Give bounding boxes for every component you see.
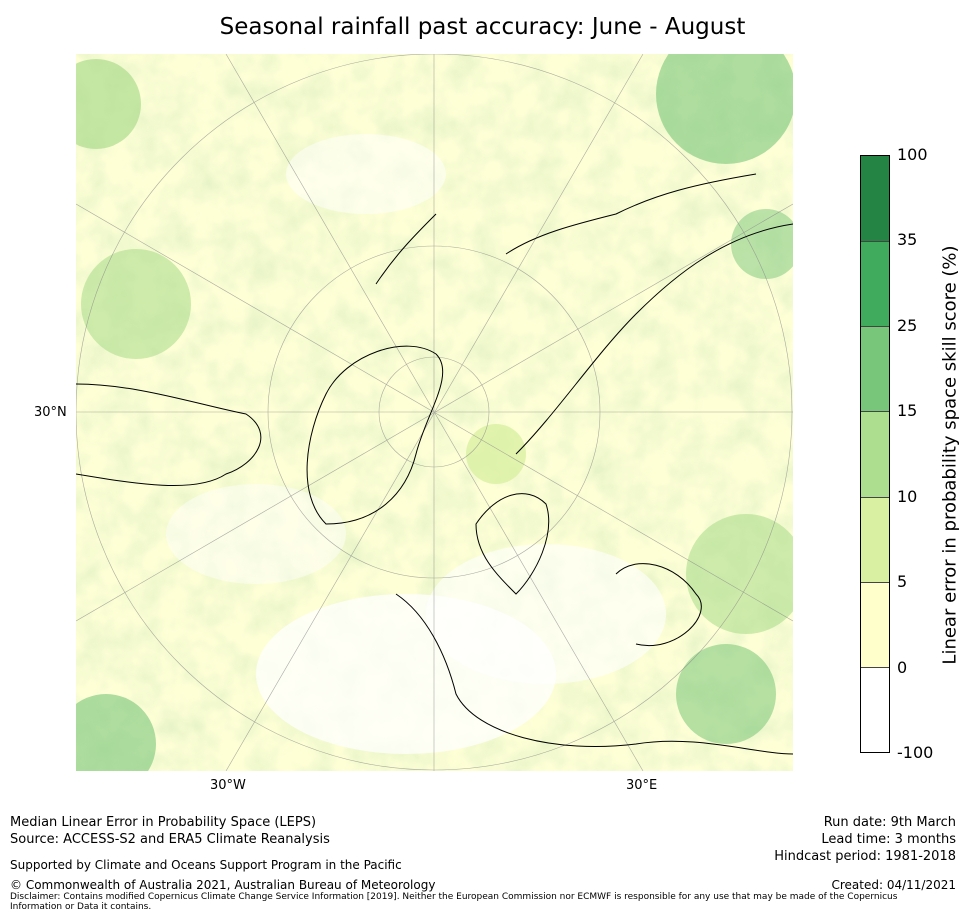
footer-copyright: © Commonwealth of Australia 2021, Austra… xyxy=(10,878,436,892)
skill-blobs xyxy=(76,54,793,771)
colorbar-tick-label: 15 xyxy=(897,401,918,421)
colorbar-label: Linear error in probability space skill … xyxy=(939,245,961,665)
footer-source-line: Source: ACCESS-S2 and ERA5 Climate Reana… xyxy=(10,832,330,847)
lead-time: Lead time: 3 months xyxy=(821,832,956,847)
coastlines xyxy=(76,173,793,755)
footer-support-line: Supported by Climate and Oceans Support … xyxy=(10,858,402,872)
colorbar-tick-label: 10 xyxy=(897,486,918,506)
chart-title: Seasonal rainfall past accuracy: June - … xyxy=(219,14,746,40)
footer-disclaimer: Disclaimer: Contains modified Copernicus… xyxy=(10,892,898,912)
colorbar-tick-label: 5 xyxy=(897,572,908,592)
run-date: Run date: 9th March xyxy=(823,815,956,830)
colorbar-tick-label: 25 xyxy=(897,315,918,335)
colorbar-segment xyxy=(861,326,889,412)
colorbar-tick-label: 100 xyxy=(897,145,928,164)
colorbar-segment xyxy=(861,411,889,497)
colorbar-segment xyxy=(861,581,889,667)
created-date: Created: 04/11/2021 xyxy=(831,878,956,892)
footer-leps-line: Median Linear Error in Probability Space… xyxy=(10,815,317,830)
hindcast-period: Hindcast period: 1981-2018 xyxy=(774,849,956,864)
polar-map xyxy=(76,54,793,771)
lon-30w-label: 30°W xyxy=(210,778,246,793)
colorbar-segment xyxy=(861,496,889,582)
colorbar xyxy=(860,155,890,753)
lon-30e-label: 30°E xyxy=(626,778,658,793)
graticule xyxy=(76,54,793,771)
colorbar-segment xyxy=(861,241,889,327)
colorbar-segment xyxy=(861,156,889,242)
colorbar-tick-label: 0 xyxy=(897,657,908,677)
colorbar-tick-label: 35 xyxy=(897,230,918,250)
colorbar-segment xyxy=(861,666,889,752)
lat-30n-label: 30°N xyxy=(34,405,67,420)
colorbar-tick-label: -100 xyxy=(897,743,934,762)
